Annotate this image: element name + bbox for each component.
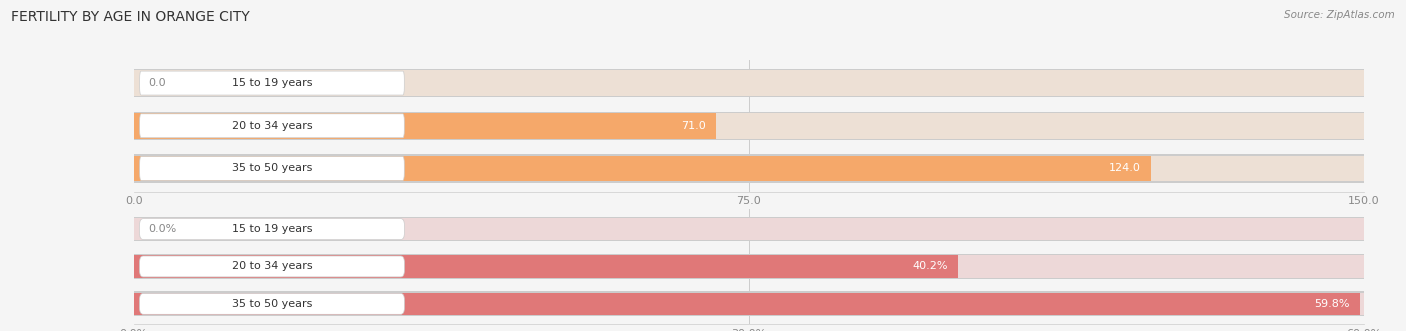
FancyBboxPatch shape bbox=[139, 71, 405, 95]
Bar bbox=[134, 218, 1364, 240]
Text: FERTILITY BY AGE IN ORANGE CITY: FERTILITY BY AGE IN ORANGE CITY bbox=[11, 10, 250, 24]
Text: Source: ZipAtlas.com: Source: ZipAtlas.com bbox=[1284, 10, 1395, 20]
Text: 15 to 19 years: 15 to 19 years bbox=[232, 78, 312, 88]
Text: 20 to 34 years: 20 to 34 years bbox=[232, 121, 312, 131]
Text: 20 to 34 years: 20 to 34 years bbox=[232, 261, 312, 271]
Text: 124.0: 124.0 bbox=[1109, 164, 1140, 173]
FancyBboxPatch shape bbox=[139, 256, 405, 277]
Bar bbox=[134, 255, 957, 278]
Text: 40.2%: 40.2% bbox=[912, 261, 948, 271]
Bar bbox=[134, 255, 1364, 278]
Bar bbox=[134, 112, 1364, 140]
Bar bbox=[134, 113, 716, 139]
Text: 0.0%: 0.0% bbox=[149, 224, 177, 234]
Bar bbox=[134, 293, 1360, 315]
Bar bbox=[134, 156, 1150, 181]
Text: 35 to 50 years: 35 to 50 years bbox=[232, 164, 312, 173]
FancyBboxPatch shape bbox=[139, 157, 405, 180]
Text: 0.0: 0.0 bbox=[149, 78, 166, 88]
Bar bbox=[134, 254, 1364, 279]
Bar bbox=[134, 292, 1364, 316]
Bar bbox=[134, 217, 1364, 241]
Bar bbox=[134, 69, 1364, 97]
Text: 71.0: 71.0 bbox=[682, 121, 706, 131]
FancyBboxPatch shape bbox=[139, 114, 405, 138]
Bar bbox=[134, 70, 1364, 96]
FancyBboxPatch shape bbox=[139, 293, 405, 314]
Text: 59.8%: 59.8% bbox=[1315, 299, 1350, 309]
Bar bbox=[134, 293, 1364, 315]
Text: 35 to 50 years: 35 to 50 years bbox=[232, 299, 312, 309]
FancyBboxPatch shape bbox=[139, 218, 405, 240]
Bar bbox=[134, 113, 1364, 139]
Bar bbox=[134, 156, 1364, 181]
Bar bbox=[134, 154, 1364, 183]
Text: 15 to 19 years: 15 to 19 years bbox=[232, 224, 312, 234]
